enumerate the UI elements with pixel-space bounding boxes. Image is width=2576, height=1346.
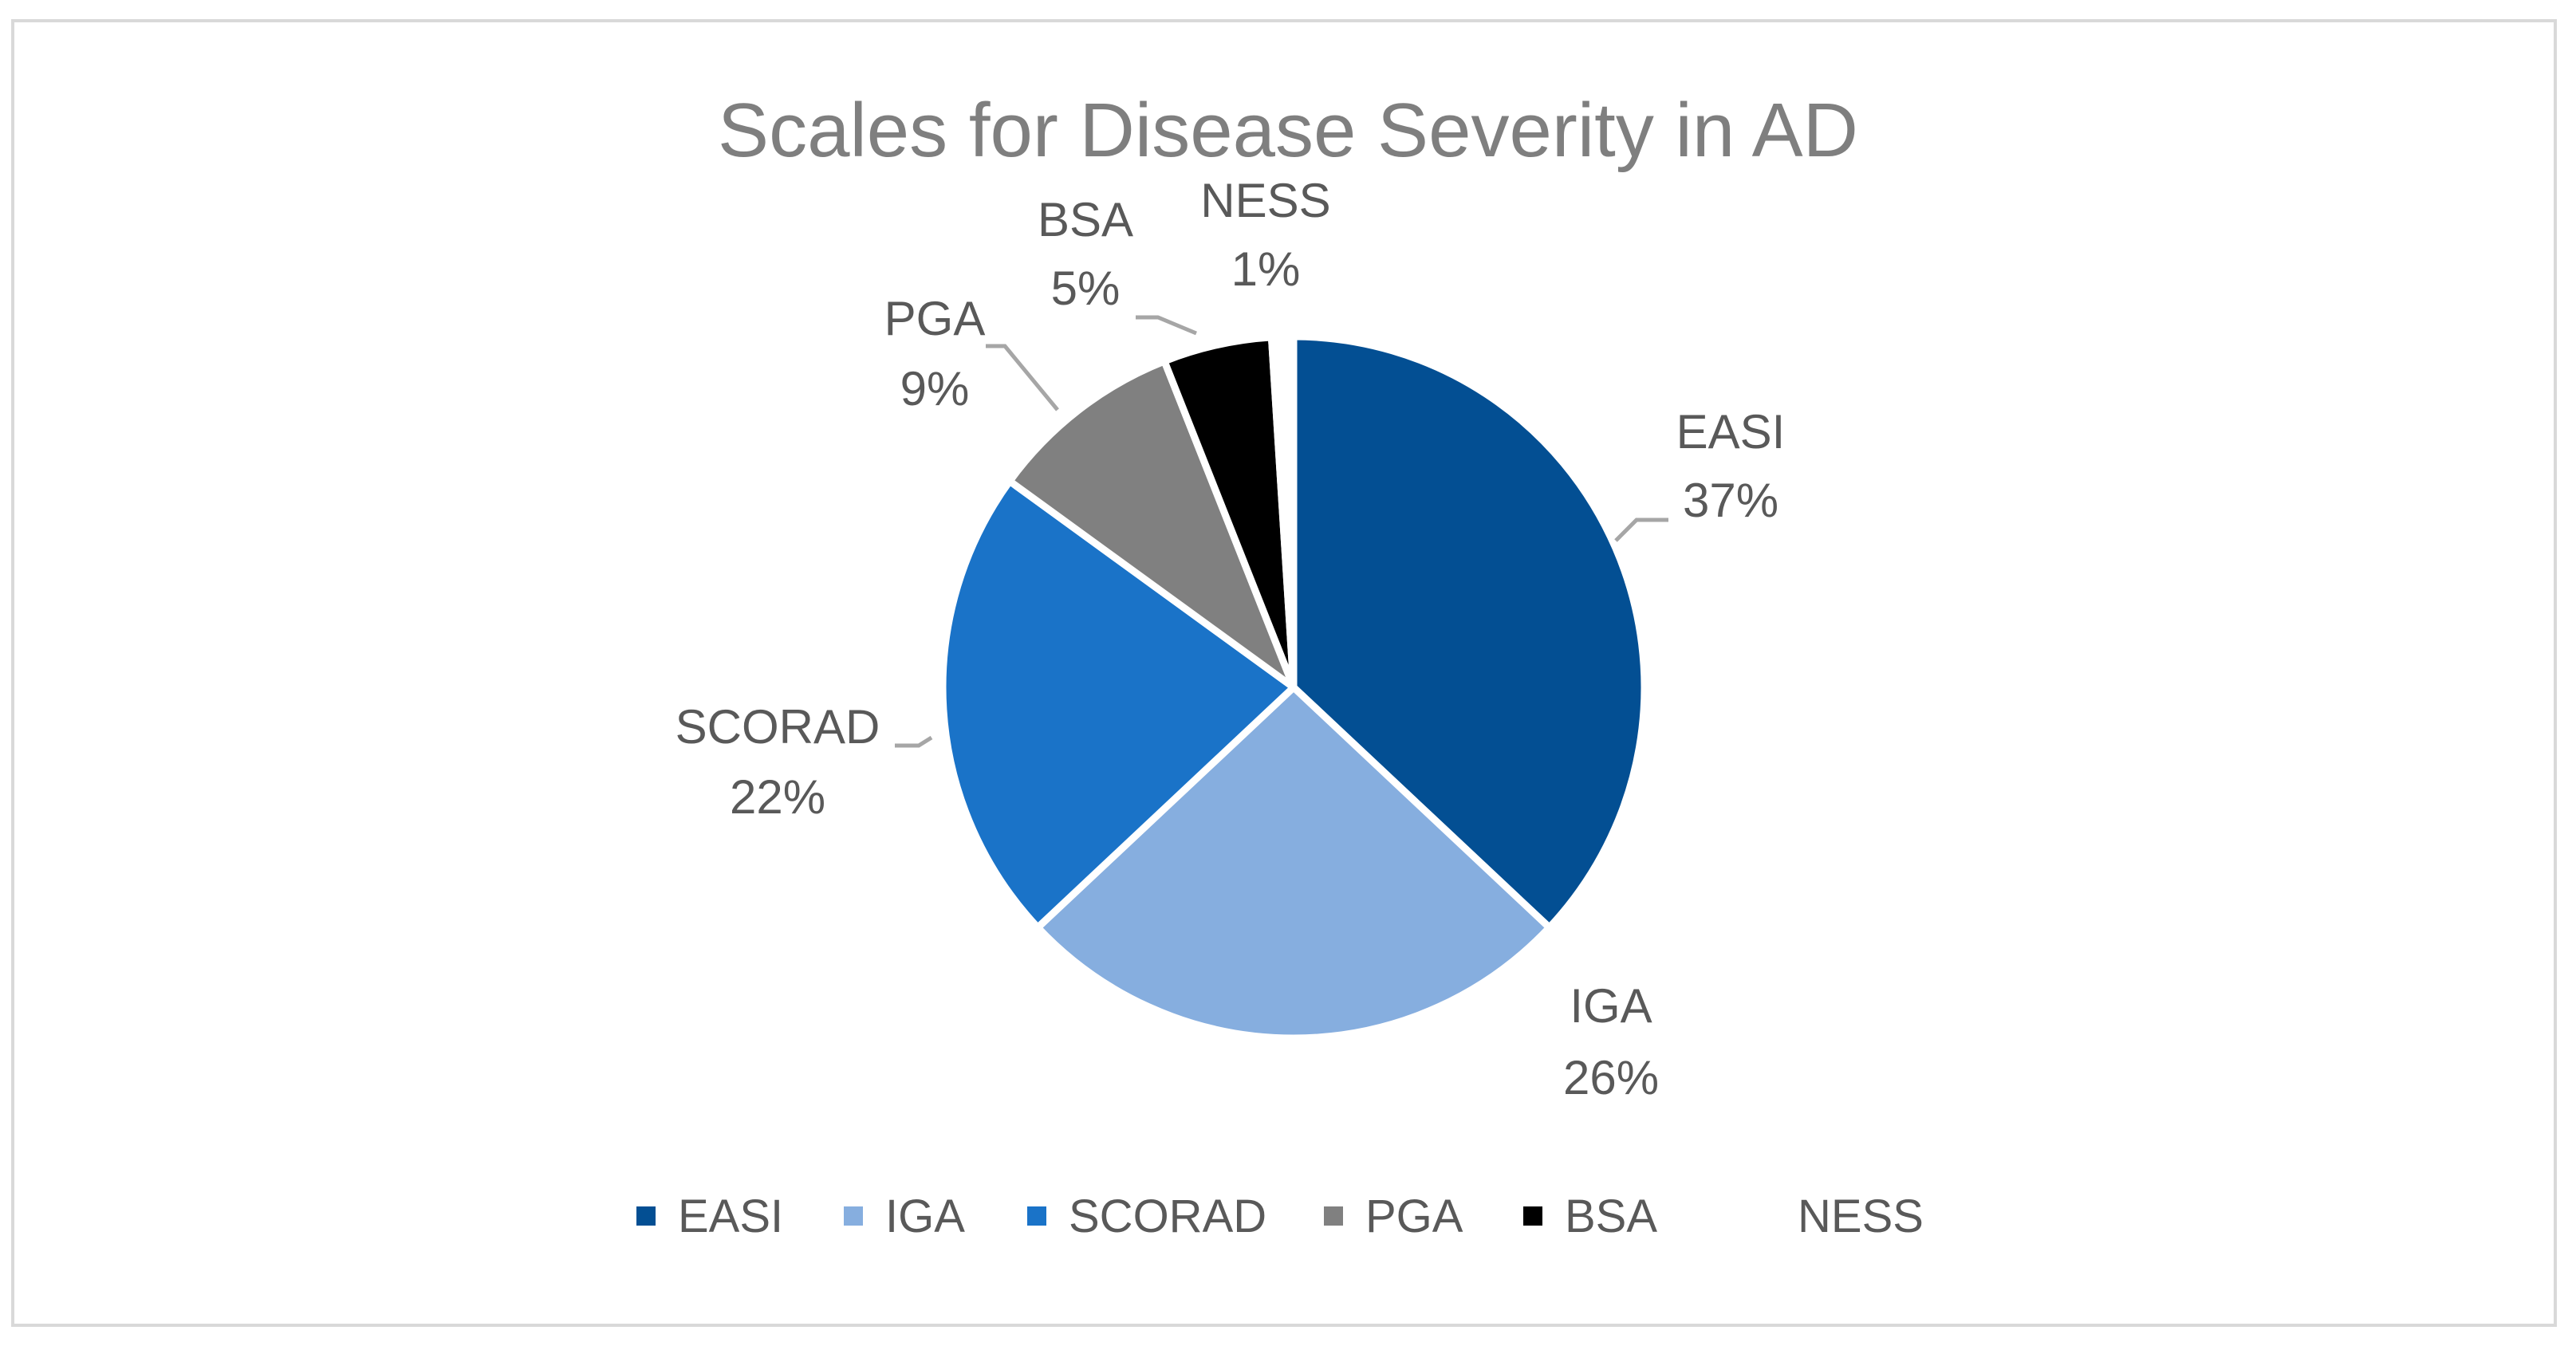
legend-label-scorad: SCORAD [1069,1191,1266,1242]
legend-label-iga: IGA [885,1191,965,1242]
legend-swatch-iga [844,1206,863,1226]
chart-title: Scales for Disease Severity in AD [718,88,1858,173]
data-label-bsa-value: 5% [1051,262,1121,315]
pie-slice-easi [1290,333,1648,931]
pie-slice-pga [1006,357,1298,691]
data-label-ness-value: 1% [1231,242,1301,296]
data-label-easi-category: EASI [1676,405,1786,459]
data-labels: EASI 37% IGA 26% SCORAD 22% PGA 9% BSA 5% NESS 1% [676,174,1786,1104]
data-label-iga-value: 26% [1563,1051,1659,1104]
data-label-scorad-category: SCORAD [676,700,880,754]
pie-slice-iga [1034,683,1554,1042]
leader-lines [895,315,1668,748]
data-label-pga-value: 9% [900,362,970,415]
data-label-pga-category: PGA [884,292,986,345]
leader-line-scorad [895,735,933,748]
data-label-iga-category: IGA [1570,979,1652,1033]
legend-swatch-scorad [1027,1206,1046,1226]
legend-swatch-easi [636,1206,656,1226]
legend-label-pga: PGA [1365,1191,1463,1242]
legend-label-easi: EASI [678,1191,783,1242]
legend: EASI IGA SCORAD PGA BSA NESS [636,1191,1924,1242]
data-label-bsa-category: BSA [1038,193,1133,246]
leader-line-bsa [1136,315,1197,336]
leader-line-pga [986,344,1059,411]
data-label-scorad-value: 22% [730,770,825,824]
data-label-easi-value: 37% [1683,474,1778,527]
legend-label-ness: NESS [1798,1191,1924,1242]
legend-swatch-pga [1324,1206,1343,1226]
legend-label-bsa: BSA [1565,1191,1657,1242]
pie-slice-scorad [939,477,1298,931]
pie-slices [939,333,1648,1042]
leader-line-easi [1614,518,1668,542]
data-label-ness-category: NESS [1200,174,1330,227]
legend-swatch-bsa [1523,1206,1542,1226]
pie-slice-ness [1267,333,1298,691]
legend-swatch-ness [1756,1206,1775,1226]
